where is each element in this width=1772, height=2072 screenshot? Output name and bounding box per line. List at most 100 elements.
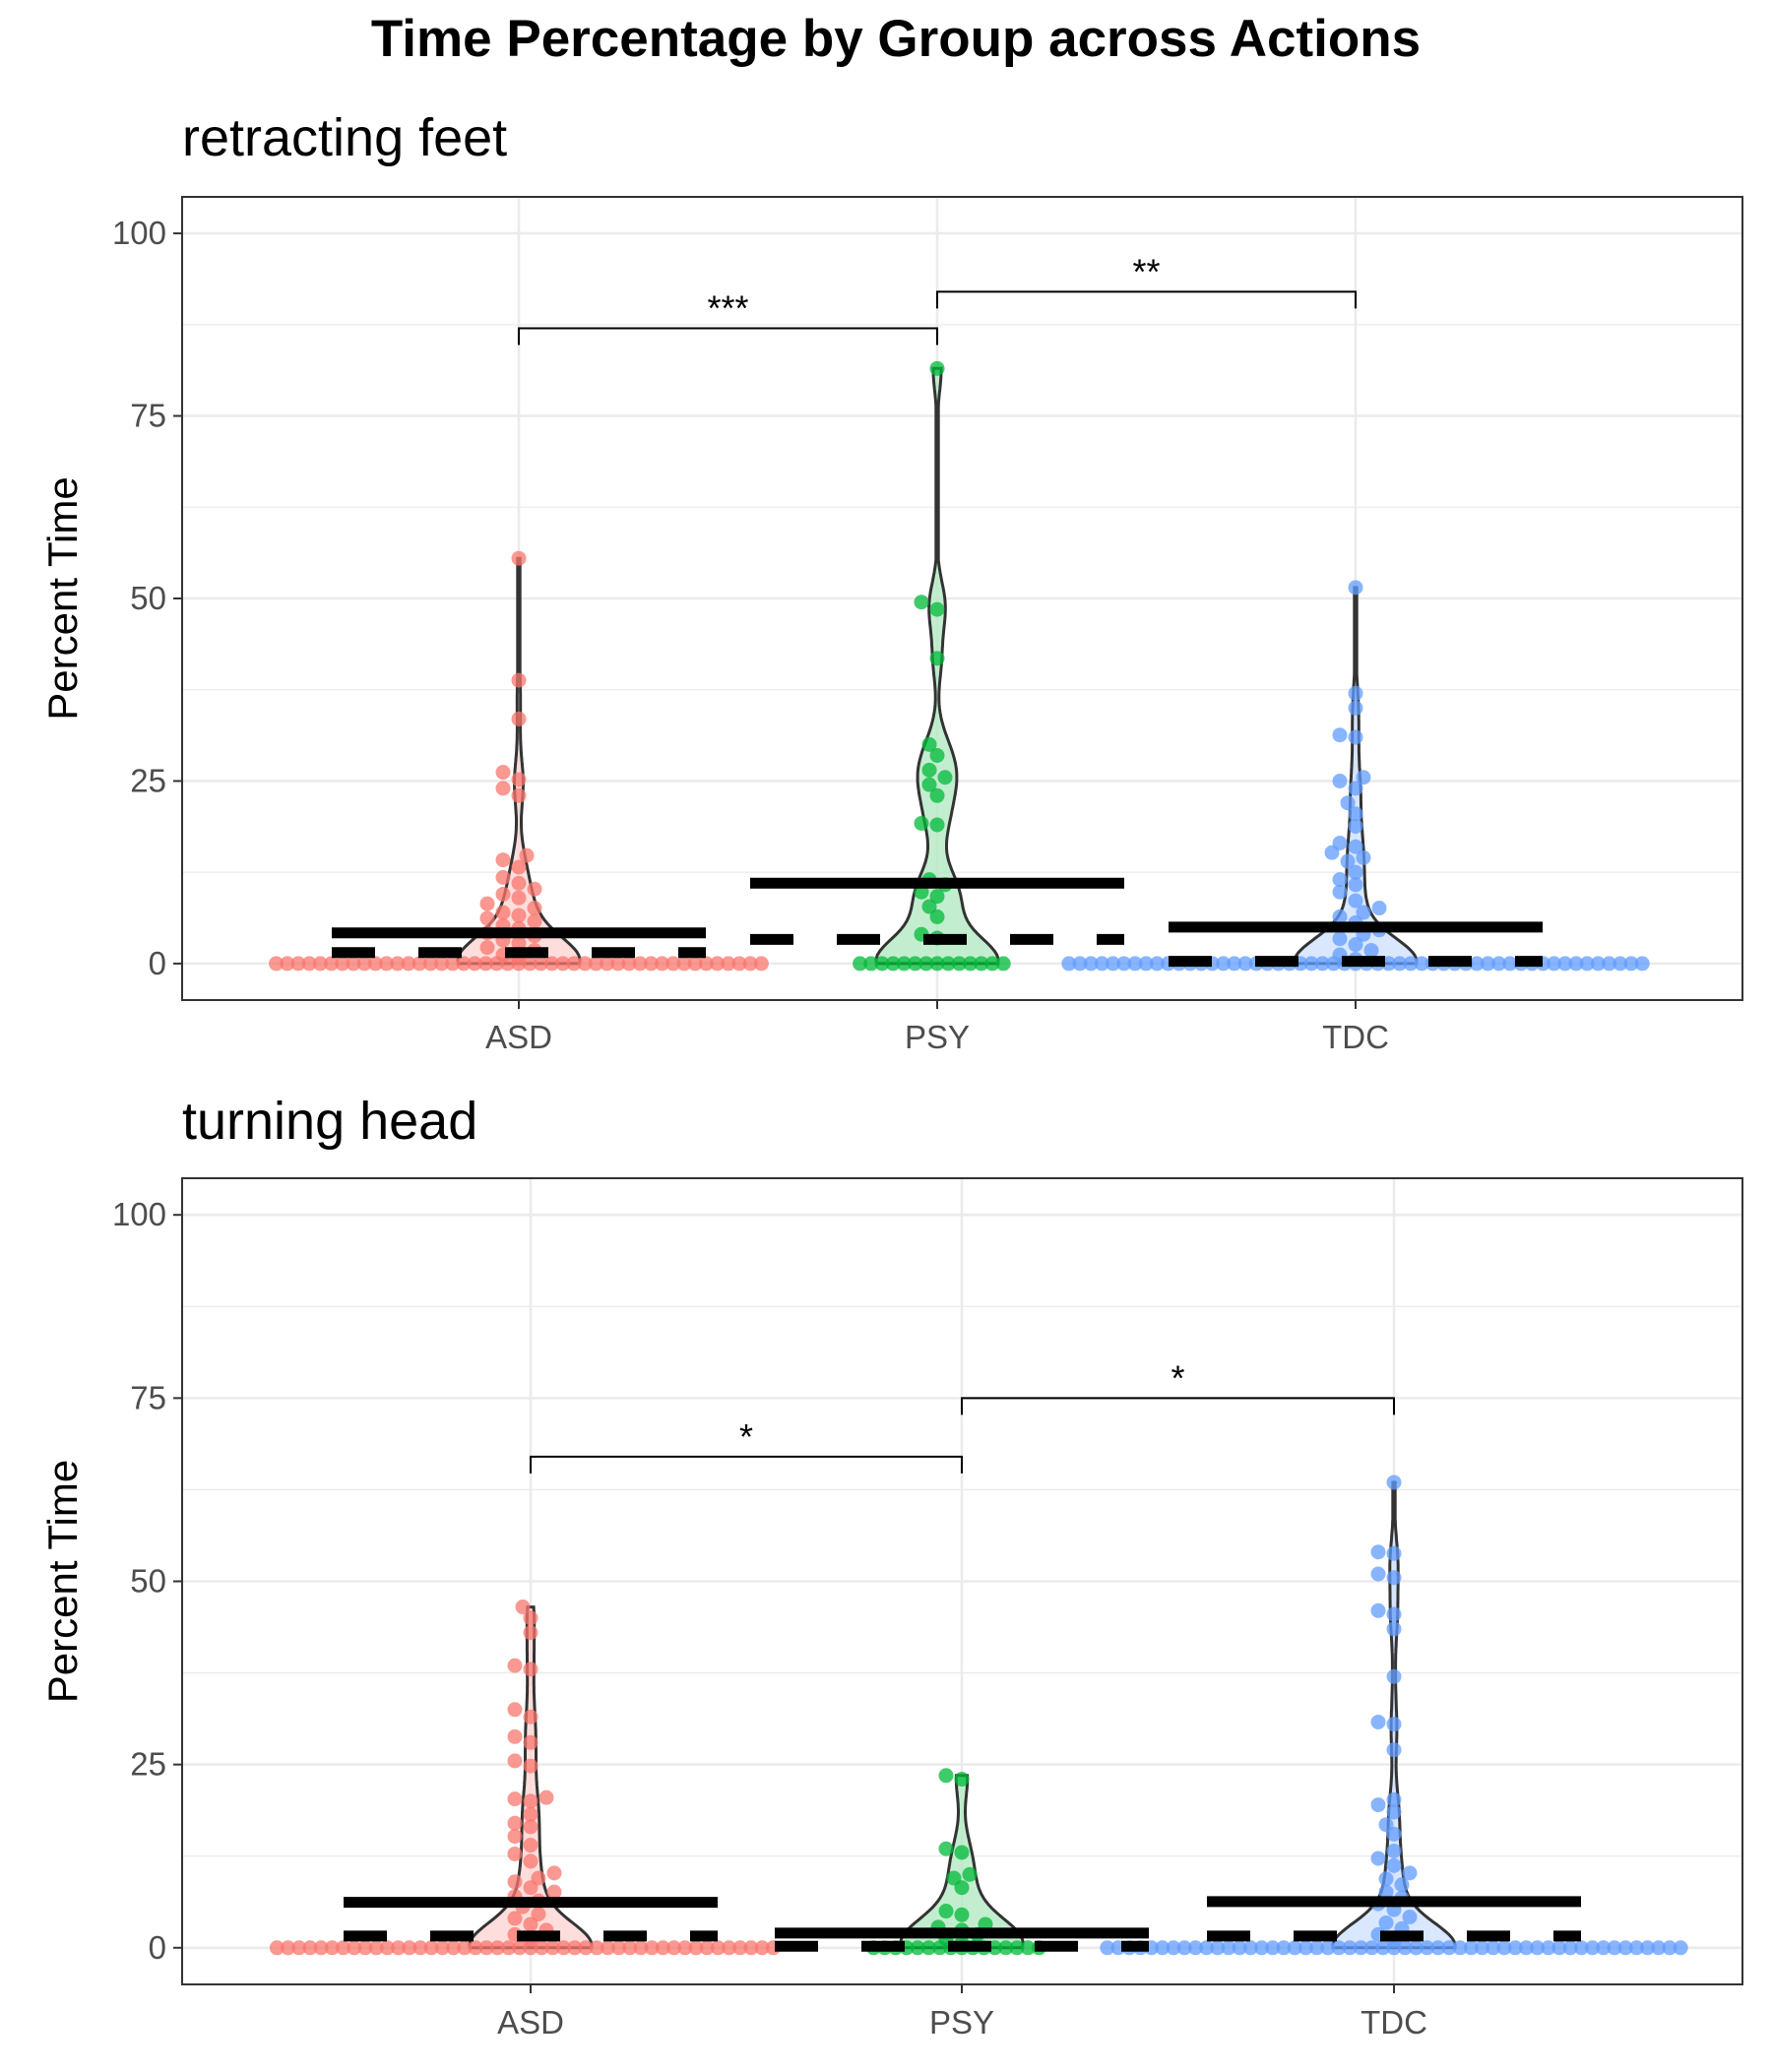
data-point-tdc xyxy=(1370,1544,1386,1560)
panel-1: turning head Percent Time 0 25 50 75 100 * * ASD P… xyxy=(39,1092,1743,2041)
data-point-tdc xyxy=(1463,1940,1479,1956)
data-point-tdc xyxy=(1221,1940,1236,1956)
data-point-tdc xyxy=(1547,956,1562,972)
data-point-psy xyxy=(929,787,945,803)
data-point-psy xyxy=(1020,1940,1036,1956)
data-point-tdc xyxy=(1332,773,1348,788)
data-point-psy xyxy=(974,956,989,972)
data-point-asd xyxy=(531,1870,546,1886)
data-point-asd xyxy=(479,896,495,911)
data-point-asd xyxy=(507,1815,523,1831)
data-point-asd xyxy=(600,956,615,972)
data-point-asd xyxy=(523,1734,538,1750)
data-point-tdc xyxy=(1265,1940,1281,1956)
significance-bracket xyxy=(530,1455,963,1474)
data-point-tdc xyxy=(1232,1940,1247,1956)
data-point-psy xyxy=(921,899,937,914)
data-point-tdc xyxy=(1602,956,1617,972)
data-point-asd xyxy=(511,711,527,726)
data-point-asd xyxy=(507,1829,523,1845)
data-point-tdc xyxy=(1378,1915,1394,1930)
data-point-psy xyxy=(929,889,945,905)
data-point-tdc xyxy=(1348,806,1363,822)
data-point-tdc xyxy=(1386,1791,1402,1807)
data-point-tdc xyxy=(1386,1804,1402,1820)
data-point-asd xyxy=(495,905,511,920)
data-point-asd xyxy=(698,956,714,972)
data-point-tdc xyxy=(1551,1940,1567,1956)
y-tick-label: 50 xyxy=(130,580,166,616)
data-point-asd xyxy=(495,869,511,885)
data-point-tdc xyxy=(1348,818,1363,834)
data-point-psy xyxy=(929,601,945,617)
data-point-tdc xyxy=(1386,1475,1402,1490)
data-point-psy xyxy=(929,817,945,833)
data-point-tdc xyxy=(1276,1940,1292,1956)
data-point-tdc xyxy=(1386,1570,1402,1586)
data-point-psy xyxy=(954,1772,970,1788)
data-point-asd xyxy=(367,956,383,972)
data-point-asd xyxy=(515,1600,531,1615)
x-tick-label: PSY xyxy=(905,1019,970,1055)
data-point-tdc xyxy=(1187,1940,1203,1956)
data-point-tdc xyxy=(1371,901,1387,916)
data-point-tdc xyxy=(1651,1940,1667,1956)
data-point-asd xyxy=(754,1940,770,1956)
data-point-asd xyxy=(523,1806,538,1822)
data-point-tdc xyxy=(1662,1940,1677,1956)
data-point-asd xyxy=(412,1940,428,1956)
data-point-tdc xyxy=(1155,1940,1171,1956)
data-point-tdc xyxy=(1332,836,1348,851)
significance-label: *** xyxy=(707,288,748,329)
data-point-asd xyxy=(676,956,692,972)
data-point-tdc xyxy=(1397,1940,1413,1956)
data-point-asd xyxy=(721,956,736,972)
data-point-tdc xyxy=(1673,1940,1688,1956)
data-point-tdc xyxy=(1332,909,1348,924)
data-point-asd xyxy=(519,848,535,863)
data-point-asd xyxy=(336,1940,351,1956)
data-point-tdc xyxy=(1149,956,1165,972)
data-point-asd xyxy=(467,956,482,972)
data-point-tdc xyxy=(1386,1717,1402,1732)
data-point-tdc xyxy=(1348,729,1363,745)
data-point-asd xyxy=(507,1702,523,1718)
data-point-asd xyxy=(731,956,747,972)
data-point-tdc xyxy=(1585,1940,1601,1956)
data-point-psy xyxy=(929,747,945,763)
data-point-tdc xyxy=(1507,1940,1523,1956)
data-point-psy xyxy=(946,1870,962,1886)
data-point-psy xyxy=(995,956,1011,972)
data-point-asd xyxy=(368,1940,384,1956)
data-point-asd xyxy=(523,1793,538,1809)
data-point-asd xyxy=(555,956,571,972)
data-point-tdc xyxy=(1348,877,1363,893)
data-point-psy xyxy=(914,815,929,831)
data-point-asd xyxy=(356,956,372,972)
x-tick-label: TDC xyxy=(1361,2004,1427,2041)
data-point-tdc xyxy=(1094,956,1109,972)
data-point-asd xyxy=(732,1940,748,1956)
data-point-tdc xyxy=(1216,956,1232,972)
data-point-asd xyxy=(688,1940,704,1956)
data-point-tdc xyxy=(1414,956,1429,972)
data-point-asd xyxy=(544,956,560,972)
data-point-asd xyxy=(531,1907,546,1922)
data-point-tdc xyxy=(1617,1940,1633,1956)
significance-label: * xyxy=(1171,1357,1184,1398)
data-point-tdc xyxy=(1491,956,1507,972)
data-point-psy xyxy=(929,956,945,972)
significance-bracket xyxy=(936,290,1357,309)
data-point-psy xyxy=(921,736,937,752)
data-point-asd xyxy=(477,956,493,972)
data-point-asd xyxy=(495,765,511,781)
data-point-asd xyxy=(269,1940,285,1956)
data-point-tdc xyxy=(1403,956,1419,972)
y-axis-title: Percent Time xyxy=(39,476,86,720)
data-point-tdc xyxy=(1138,956,1154,972)
data-point-asd xyxy=(301,956,317,972)
data-point-tdc xyxy=(1386,1545,1402,1561)
data-point-asd xyxy=(422,956,438,972)
data-point-tdc xyxy=(1356,770,1371,785)
